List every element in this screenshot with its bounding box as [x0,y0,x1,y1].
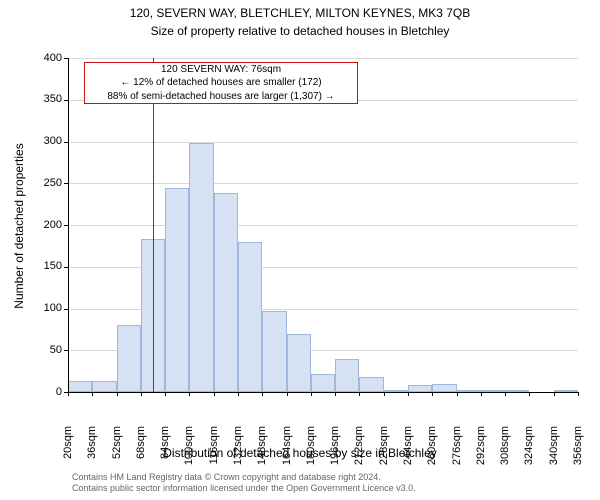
histogram-bar [359,377,383,392]
xtick-mark [529,392,530,396]
info-line-1: 120 SEVERN WAY: 76sqm [85,63,357,76]
chart-title: 120, SEVERN WAY, BLETCHLEY, MILTON KEYNE… [0,6,600,20]
xtick-mark [359,392,360,396]
histogram-bar [432,384,456,392]
gridline [68,225,578,226]
ytick-label: 150 [44,260,62,272]
ytick-label: 0 [56,386,62,398]
xtick-mark [554,392,555,396]
xtick-mark [165,392,166,396]
ytick-label: 200 [44,219,62,231]
gridline [68,183,578,184]
xtick-mark [92,392,93,396]
xtick-mark [578,392,579,396]
chart-subtitle: Size of property relative to detached ho… [0,24,600,38]
footer-line-1: Contains HM Land Registry data © Crown c… [72,472,416,483]
xtick-mark [481,392,482,396]
xtick-mark [117,392,118,396]
ytick-label: 350 [44,93,62,105]
gridline [68,142,578,143]
xtick-mark [384,392,385,396]
xtick-mark [189,392,190,396]
xtick-mark [408,392,409,396]
xtick-mark [311,392,312,396]
x-axis-line [68,392,578,393]
histogram-bar [408,385,432,392]
xtick-mark [262,392,263,396]
info-line-3: 88% of semi-detached houses are larger (… [85,90,357,103]
xtick-mark [335,392,336,396]
histogram-bar [287,334,311,392]
histogram-bar [68,381,92,392]
y-axis-label: Number of detached properties [12,76,26,376]
gridline [68,58,578,59]
chart-container: 120, SEVERN WAY, BLETCHLEY, MILTON KEYNE… [0,0,600,500]
ytick-label: 50 [50,344,62,356]
info-box: 120 SEVERN WAY: 76sqm← 12% of detached h… [84,62,358,104]
histogram-bar [335,359,359,392]
xtick-mark [505,392,506,396]
xtick-mark [141,392,142,396]
plot-area [68,58,578,392]
ytick-label: 100 [44,302,62,314]
xtick-mark [287,392,288,396]
ytick-label: 300 [44,135,62,147]
xtick-mark [68,392,69,396]
histogram-bar [189,143,213,392]
footer-line-2: Contains public sector information licen… [72,483,416,494]
ytick-label: 250 [44,177,62,189]
histogram-bar [165,188,189,392]
histogram-bar [238,242,262,392]
histogram-bar [262,311,286,392]
y-axis-line [68,58,69,392]
xtick-mark [238,392,239,396]
xtick-mark [457,392,458,396]
footer-text: Contains HM Land Registry data © Crown c… [72,472,416,495]
xtick-mark [214,392,215,396]
x-axis-label: Distribution of detached houses by size … [0,446,600,460]
histogram-bar [311,374,335,392]
reference-line [153,58,154,392]
histogram-bar [117,325,141,392]
ytick-label: 400 [44,52,62,64]
info-line-2: ← 12% of detached houses are smaller (17… [85,76,357,89]
histogram-bar [92,381,116,392]
histogram-bar [214,193,238,392]
xtick-mark [432,392,433,396]
